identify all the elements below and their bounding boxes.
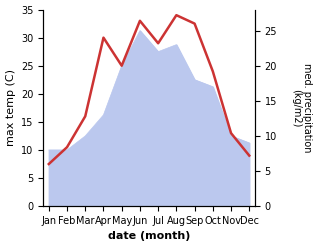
X-axis label: date (month): date (month): [108, 231, 190, 242]
Y-axis label: med. precipitation
(kg/m2): med. precipitation (kg/m2): [291, 63, 313, 153]
Y-axis label: max temp (C): max temp (C): [5, 69, 16, 146]
